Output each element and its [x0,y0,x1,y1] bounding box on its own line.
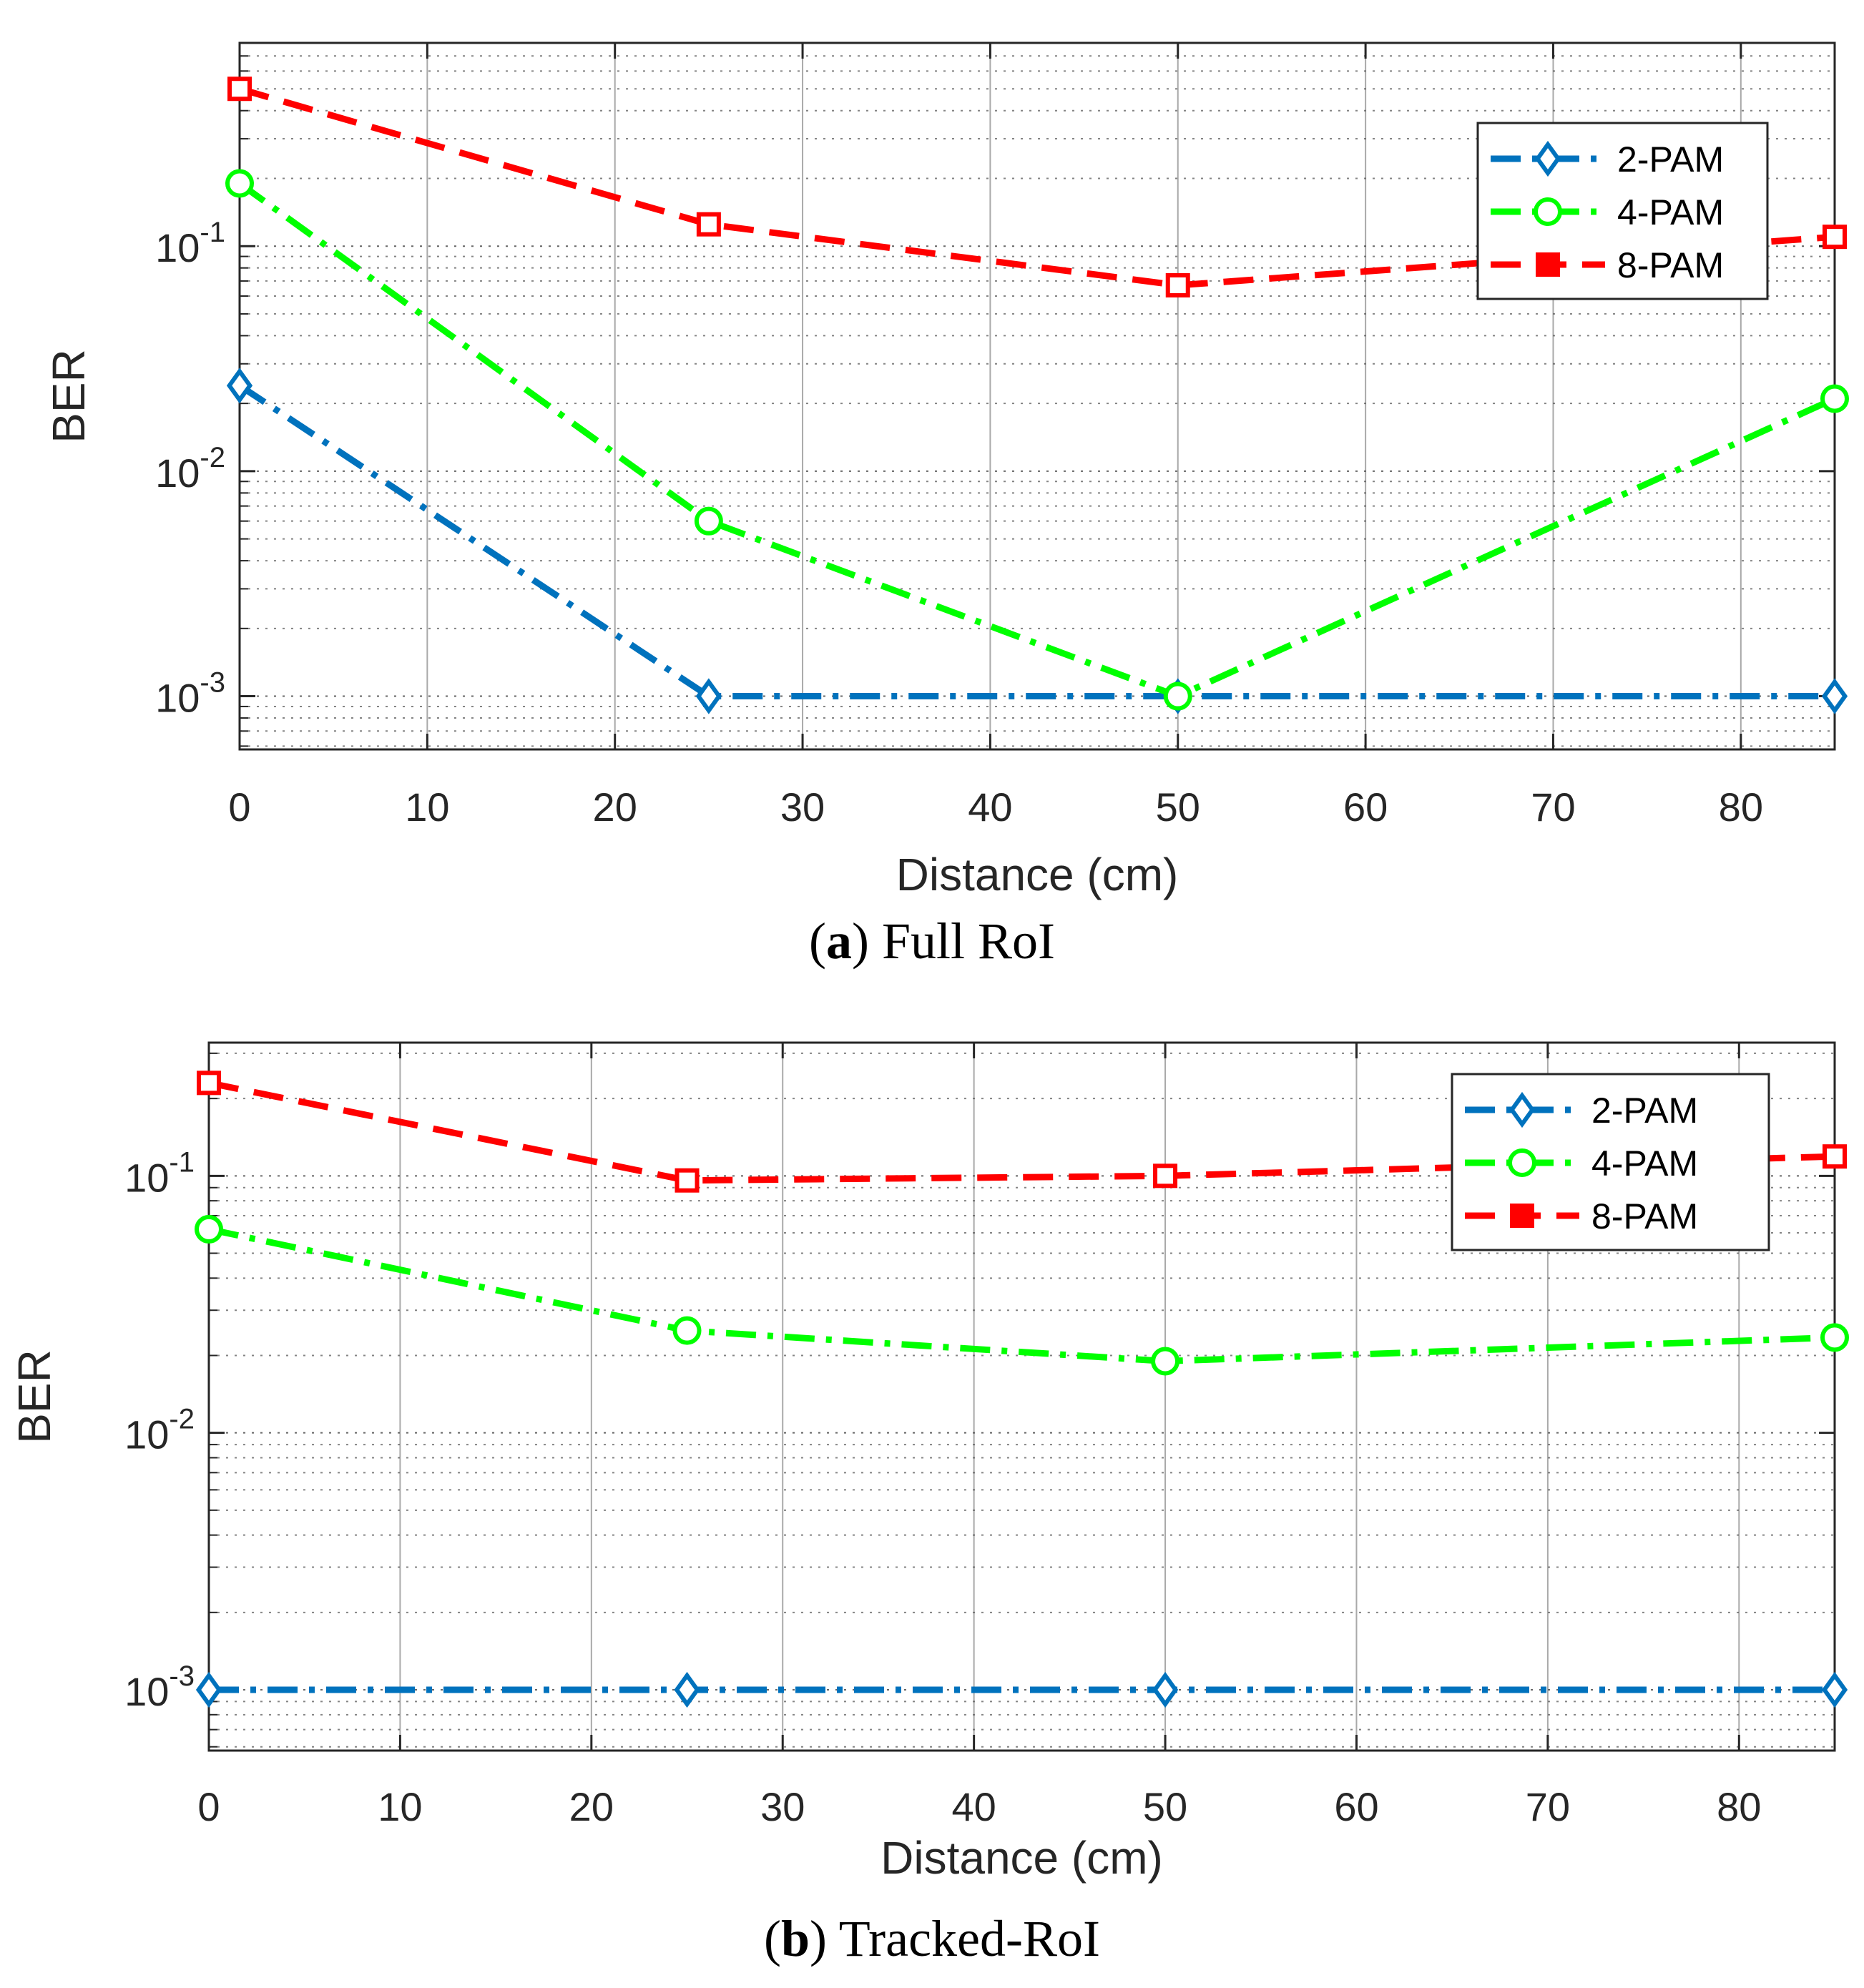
x-axis-ticks: 0 10 20 30 40 50 60 70 80 [197,1043,1761,1829]
x-tick-label: 30 [780,784,825,830]
y-tick-label: 10-3 [155,667,225,721]
legend-label: 4-PAM [1591,1143,1698,1184]
legend-label: 8-PAM [1617,245,1724,285]
y-tick-base: 10 [124,1669,169,1714]
x-tick-label: 70 [1531,784,1575,830]
x-tick-label: 30 [760,1784,805,1829]
x-tick-label: 60 [1343,784,1388,830]
series-line-2-PAM [237,383,1835,700]
y-tick-label: 10-3 [124,1660,195,1714]
data-point-8-PAM [1823,1144,1847,1169]
y-tick-base: 10 [155,225,200,270]
x-axis-label: Distance (cm) [896,849,1179,900]
legend-marker-4-PAM [1534,197,1562,226]
data-point-8-PAM [1153,1163,1178,1189]
axes-box [207,1041,1836,1752]
x-tick-label: 10 [405,784,449,830]
legend-marker-8-PAM [1536,252,1560,277]
x-tick-label: 0 [197,1784,220,1829]
data-point-4-PAM [195,1214,223,1244]
x-tick-label: 50 [1156,784,1200,830]
y-tick-base: 10 [124,1155,169,1200]
data-point-2-PAM [195,1671,222,1708]
x-tick-label: 80 [1717,1784,1761,1829]
caption-letter: b [781,1910,810,1967]
data-point-4-PAM [1820,384,1849,413]
y-axis-label: BER [9,1349,60,1444]
legend-box [1476,122,1769,300]
data-point-4-PAM [1163,681,1192,711]
legend-label: 4-PAM [1617,192,1724,232]
legend-marker-4-PAM [1508,1148,1536,1177]
y-tick-exponent: -2 [169,1404,195,1435]
data-point-8-PAM [1165,272,1190,297]
x-tick-label: 40 [951,1784,996,1829]
y-tick-label: 10-2 [155,442,225,496]
legend-box [1451,1073,1770,1251]
caption-close-paren: ) [810,1910,839,1967]
x-tick-label: 60 [1334,1784,1378,1829]
legend: 2-PAM 4-PAM 8-PAM [1451,1073,1770,1251]
data-point-4-PAM [672,1316,702,1345]
y-tick-base: 10 [155,451,200,496]
data-point-8-PAM [675,1168,700,1193]
x-tick-label: 0 [228,784,250,830]
legend-label: 2-PAM [1617,139,1724,179]
y-tick-label: 10-2 [124,1404,195,1457]
y-tick-label: 10-1 [124,1146,195,1200]
data-point-8-PAM [197,1071,221,1096]
series-line-4-PAM [237,180,1836,700]
caption-text: Full RoI [882,912,1055,970]
data-point-8-PAM [1823,225,1847,250]
caption: (a) Full RoI [809,912,1055,970]
y-axis-label: BER [43,349,94,443]
legend-marker-2-PAM [1509,1091,1536,1128]
x-tick-label: 70 [1526,1784,1570,1829]
y-tick-exponent: -3 [169,1660,195,1692]
legend-label: 2-PAM [1591,1091,1698,1131]
caption-close-paren: ) [852,912,882,970]
data-point-2-PAM [226,368,253,404]
caption-text: Tracked-RoI [839,1910,1100,1967]
data-point-4-PAM [1820,1323,1849,1352]
data-point-4-PAM [1151,1347,1180,1376]
legend-marker-2-PAM [1534,140,1561,177]
y-tick-exponent: -3 [200,667,225,699]
x-tick-label: 40 [968,784,1012,830]
caption-open-paren: ( [764,1910,781,1967]
y-tick-label: 10-1 [155,217,225,270]
data-point-2-PAM [695,678,722,714]
legend-label: 8-PAM [1591,1196,1698,1236]
caption-letter: a [826,912,852,970]
legend-marker-8-PAM [1510,1204,1534,1228]
data-point-2-PAM [1152,1671,1179,1708]
data-point-4-PAM [694,506,723,536]
caption-open-paren: ( [809,912,826,970]
x-tick-label: 80 [1719,784,1763,830]
x-tick-label: 10 [378,1784,422,1829]
data-point-2-PAM [1821,678,1848,714]
x-tick-label: 20 [569,1784,614,1829]
y-tick-exponent: -2 [200,442,225,473]
series-line-4-PAM [208,1226,1835,1364]
data-point-8-PAM [227,77,252,102]
x-tick-label: 50 [1143,1784,1187,1829]
x-tick-label: 20 [593,784,637,830]
x-axis-label: Distance (cm) [881,1832,1163,1884]
y-tick-exponent: -1 [169,1146,195,1178]
data-point-8-PAM [696,212,721,237]
caption: (b) Tracked-RoI [764,1910,1100,1967]
y-tick-base: 10 [155,676,200,721]
x-axis-ticks: 0 10 20 30 40 50 60 70 80 [228,43,1763,830]
y-tick-base: 10 [124,1412,169,1457]
data-point-4-PAM [225,169,254,198]
legend: 2-PAM 4-PAM 8-PAM [1476,122,1769,300]
y-tick-exponent: -1 [200,217,225,248]
data-point-2-PAM [1821,1671,1848,1708]
data-point-2-PAM [674,1671,700,1708]
